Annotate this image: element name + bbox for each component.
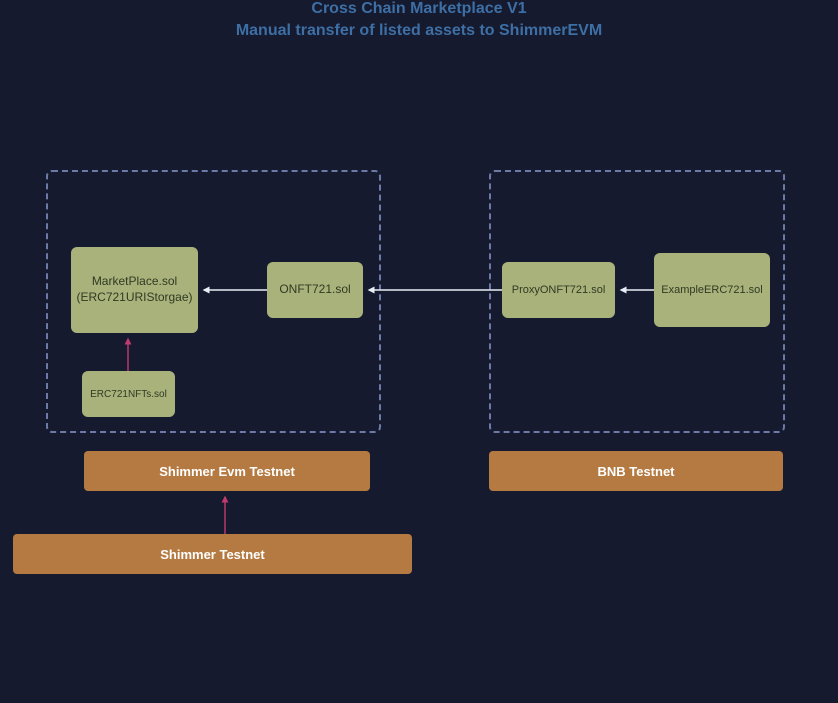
diagram-canvas: Cross Chain Marketplace V1 Manual transf… bbox=[0, 0, 838, 703]
label-shimmer-evm-testnet: Shimmer Evm Testnet bbox=[84, 451, 370, 491]
node-onft721: ONFT721.sol bbox=[267, 262, 363, 318]
node-marketplace: MarketPlace.sol(ERC721URIStorgae) bbox=[71, 247, 198, 333]
title-line-1: Cross Chain Marketplace V1 bbox=[0, 0, 838, 18]
title-line-2: Manual transfer of listed assets to Shim… bbox=[0, 22, 838, 40]
node-label: ExampleERC721.sol bbox=[661, 283, 763, 297]
label-text: BNB Testnet bbox=[597, 464, 674, 479]
node-label: ERC721NFTs.sol bbox=[90, 388, 167, 401]
node-exampleerc721: ExampleERC721.sol bbox=[654, 253, 770, 327]
label-bnb-testnet: BNB Testnet bbox=[489, 451, 783, 491]
label-shimmer-testnet: Shimmer Testnet bbox=[13, 534, 412, 574]
label-text: Shimmer Testnet bbox=[160, 547, 265, 562]
label-text: Shimmer Evm Testnet bbox=[159, 464, 295, 479]
node-erc721nfts: ERC721NFTs.sol bbox=[82, 371, 175, 417]
node-label: MarketPlace.sol(ERC721URIStorgae) bbox=[76, 274, 192, 305]
node-proxyonft721: ProxyONFT721.sol bbox=[502, 262, 615, 318]
node-label: ONFT721.sol bbox=[279, 282, 350, 298]
node-label: ProxyONFT721.sol bbox=[512, 283, 606, 297]
